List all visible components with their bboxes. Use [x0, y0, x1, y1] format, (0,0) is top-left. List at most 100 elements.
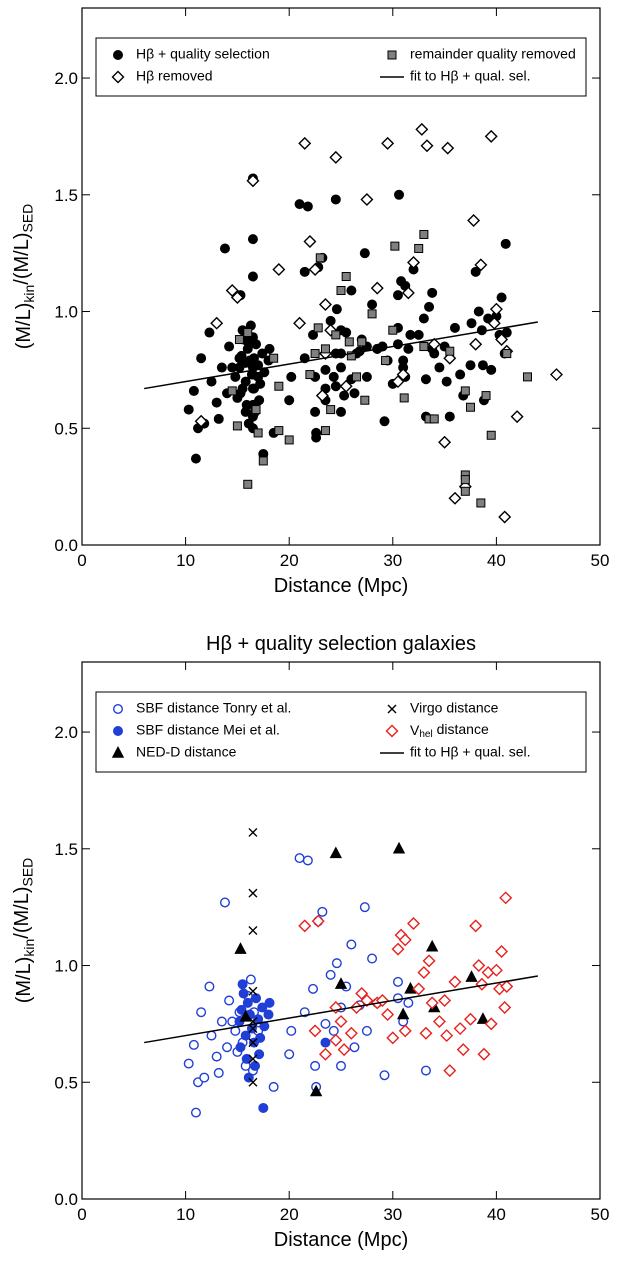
- point: [183, 404, 194, 415]
- y-tick-label: 1.0: [54, 303, 78, 322]
- legend-box: [95, 37, 587, 97]
- point: [232, 421, 242, 431]
- point: [247, 234, 258, 245]
- point: [425, 996, 439, 1010]
- legend-label: SBF distance Tonry et al.: [136, 700, 291, 716]
- y-tick-label: 0.0: [54, 536, 78, 555]
- y-tick-label: 2.0: [54, 723, 78, 742]
- point: [381, 136, 395, 150]
- point: [257, 1002, 268, 1013]
- point: [294, 853, 305, 864]
- point: [308, 263, 322, 276]
- point: [337, 1043, 351, 1057]
- point: [407, 256, 421, 269]
- point: [190, 453, 201, 464]
- point: [403, 997, 414, 1008]
- y-tick-label: 1.5: [54, 186, 78, 205]
- point: [204, 327, 215, 338]
- y-axis-label-part: /(M/L): [11, 233, 33, 285]
- point: [441, 376, 452, 387]
- point: [349, 388, 360, 399]
- point: [190, 1107, 201, 1118]
- point: [427, 337, 441, 351]
- point: [206, 1030, 217, 1041]
- point: [413, 329, 424, 340]
- point: [234, 335, 244, 345]
- point: [481, 391, 491, 401]
- point: [329, 1033, 343, 1047]
- point: [183, 1058, 194, 1069]
- point: [460, 486, 470, 496]
- point: [399, 393, 409, 403]
- legend-marker: [112, 704, 123, 715]
- point: [476, 325, 487, 336]
- point: [465, 970, 478, 982]
- point: [370, 281, 384, 295]
- point: [360, 192, 374, 206]
- point: [196, 353, 207, 364]
- point: [302, 201, 313, 212]
- point: [346, 285, 357, 296]
- point: [204, 981, 215, 992]
- point: [360, 994, 374, 1008]
- point: [248, 888, 258, 898]
- point: [274, 426, 284, 436]
- y-axis-label-part: /(M/L): [11, 887, 33, 939]
- point: [211, 397, 222, 408]
- legend-label: remainder quality removed: [410, 46, 576, 62]
- point: [496, 292, 507, 303]
- legend-marker: [385, 724, 399, 738]
- point: [248, 827, 258, 837]
- point: [357, 337, 367, 347]
- point: [253, 428, 263, 438]
- point: [303, 234, 317, 248]
- point: [404, 981, 417, 994]
- legend-label: Virgo distance: [410, 700, 499, 716]
- point: [420, 139, 434, 153]
- point: [216, 1016, 227, 1027]
- data: [144, 122, 563, 524]
- point: [235, 388, 246, 399]
- point: [227, 386, 237, 396]
- point: [299, 266, 310, 277]
- y-axis-label: (M/L)kin/(M/L)SED: [11, 858, 37, 1004]
- point: [355, 987, 369, 1001]
- point: [455, 369, 466, 380]
- point: [336, 406, 347, 417]
- point: [284, 435, 294, 445]
- point: [344, 1026, 358, 1040]
- legend-marker: [112, 50, 123, 61]
- point: [194, 414, 208, 428]
- point: [486, 364, 497, 375]
- point: [248, 926, 258, 935]
- point: [240, 376, 251, 387]
- point: [359, 248, 370, 259]
- point: [419, 342, 429, 352]
- point: [268, 1081, 279, 1092]
- point: [245, 974, 256, 985]
- point: [341, 272, 351, 281]
- point: [367, 309, 377, 319]
- point: [237, 979, 248, 990]
- point: [284, 1049, 295, 1060]
- point: [238, 988, 249, 999]
- point: [325, 969, 336, 980]
- point: [213, 413, 224, 424]
- point: [331, 958, 342, 969]
- point: [328, 1025, 339, 1036]
- point: [331, 330, 341, 340]
- x-tick-label: 40: [487, 551, 506, 570]
- point: [379, 416, 390, 427]
- point: [386, 1031, 400, 1045]
- point: [247, 369, 258, 380]
- point: [264, 343, 275, 354]
- point: [346, 351, 356, 361]
- point: [330, 381, 341, 392]
- point: [318, 1047, 332, 1061]
- y-tick-label: 2.0: [54, 69, 78, 88]
- point: [398, 1024, 412, 1038]
- point: [213, 1067, 224, 1078]
- point: [224, 995, 235, 1006]
- point: [500, 980, 514, 994]
- point: [317, 906, 328, 917]
